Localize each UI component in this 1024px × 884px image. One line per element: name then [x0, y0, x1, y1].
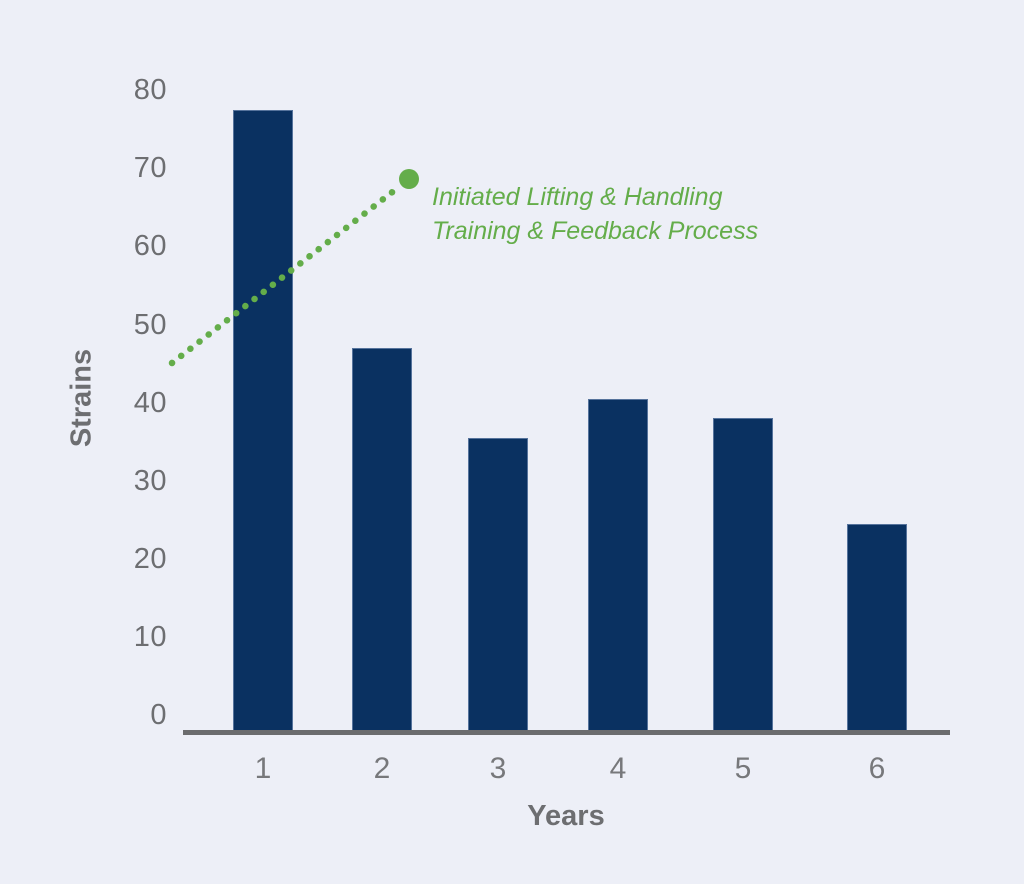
x-tick-label-3: 3 — [489, 752, 507, 785]
y-axis-title: Strains — [65, 348, 98, 448]
annotation-text-line-1: Initiated Lifting & Handling — [432, 183, 723, 211]
bar-year-2 — [352, 347, 412, 731]
bar-year-6 — [847, 523, 907, 731]
y-tick-label-70: 70 — [133, 152, 167, 185]
annotation-text-line-2: Training & Feedback Process — [432, 217, 759, 245]
x-tick-label-4: 4 — [609, 752, 627, 785]
annotation-endpoint-dot-icon — [399, 169, 419, 189]
y-tick-label-40: 40 — [133, 386, 167, 419]
bar-year-1 — [233, 109, 293, 731]
annotation-text: Initiated Lifting & Handling Training & … — [432, 180, 758, 248]
bar-year-4 — [588, 398, 648, 731]
x-tick-label-5: 5 — [734, 752, 752, 785]
y-tick-label-0: 0 — [150, 699, 167, 731]
x-tick-label-2: 2 — [373, 752, 391, 785]
bar-year-5 — [713, 418, 773, 731]
x-tick-label-6: 6 — [868, 752, 886, 785]
x-axis-line — [183, 730, 950, 735]
y-tick-label-60: 60 — [133, 230, 167, 263]
y-tick-label-20: 20 — [133, 542, 167, 575]
y-tick-label-50: 50 — [133, 308, 167, 341]
x-axis-title: Years — [527, 800, 605, 832]
x-tick-label-1: 1 — [254, 752, 272, 785]
y-tick-label-30: 30 — [133, 464, 167, 497]
y-tick-label-80: 80 — [133, 74, 167, 107]
bar-year-3 — [468, 437, 528, 731]
y-tick-label-10: 10 — [133, 620, 167, 653]
